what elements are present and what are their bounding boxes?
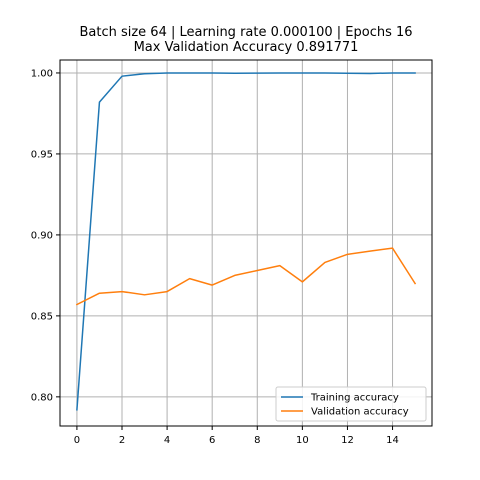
- x-tick-label: 6: [209, 435, 215, 446]
- grid: [60, 60, 432, 426]
- y-tick-label: 1.00: [31, 68, 53, 79]
- series-line-training-accuracy: [76, 72, 416, 411]
- x-tick-label: 0: [74, 435, 80, 446]
- chart-title-line-2: Max Validation Accuracy 0.891771: [134, 40, 359, 55]
- x-tick-label: 10: [296, 435, 309, 446]
- series-line-validation-accuracy: [75, 247, 417, 306]
- x-tick-label: 14: [386, 435, 399, 446]
- x-tick-label: 12: [341, 435, 354, 446]
- x-tick-label: 8: [254, 435, 260, 446]
- legend: Training accuracy Validation accuracy: [275, 386, 427, 422]
- chart-title-line-1: Batch size 64 | Learning rate 0.000100 |…: [79, 25, 412, 40]
- axis-ticks: 0 2 4 6 8 10 12 14 0.80 0.85 0.90 0.95 1.00: [31, 68, 399, 446]
- y-tick-label: 0.80: [31, 392, 53, 403]
- legend-box: [275, 386, 427, 422]
- legend-label: Training accuracy: [310, 393, 399, 404]
- legend-label: Validation accuracy: [311, 407, 409, 418]
- y-tick-label: 0.95: [31, 149, 53, 160]
- plot-frame: [59, 59, 433, 427]
- series-lines: [75, 72, 417, 411]
- y-tick-label: 0.90: [31, 230, 53, 241]
- x-tick-label: 4: [164, 435, 170, 446]
- y-tick-label: 0.85: [31, 311, 53, 322]
- x-tick-label: 2: [119, 435, 125, 446]
